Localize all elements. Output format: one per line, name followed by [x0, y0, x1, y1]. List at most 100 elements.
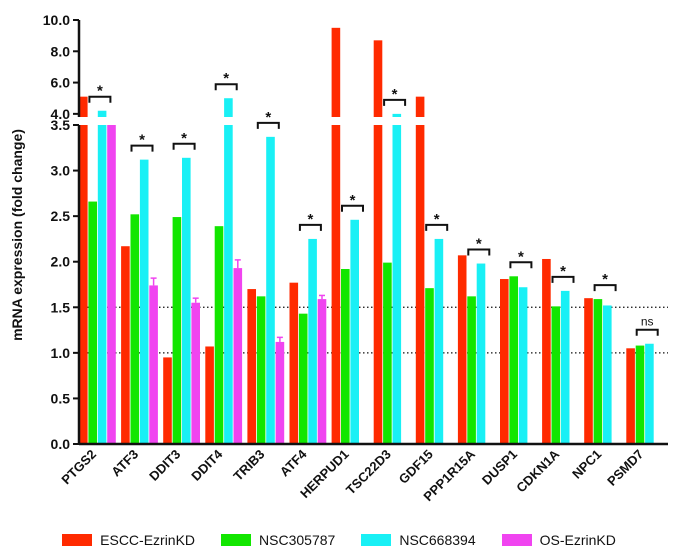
bar-upper-segment — [97, 110, 107, 117]
bar-upper-segment — [79, 96, 88, 117]
y-tick-label: 2.5 — [51, 208, 71, 224]
x-tick-label: PTGS2 — [58, 447, 99, 488]
y-axis: 0.0 0.5 1.0 1.5 2.0 2.5 3.0 3.54.0 6.0 8.0 10.0 — [43, 12, 668, 452]
significance-label: * — [97, 83, 103, 100]
bar — [373, 125, 383, 444]
bar — [233, 268, 243, 444]
bar — [434, 238, 444, 444]
y-tick-label: 2.0 — [51, 254, 71, 270]
bar-upper-segment — [415, 96, 425, 117]
significance-bracket — [341, 204, 364, 212]
x-axis-labels: PTGS2 ATF3 DDIT3 DDIT4 TRIB3 ATF4HERPUD1TSC22… — [58, 446, 646, 504]
y-tick-label: 0.0 — [51, 436, 71, 452]
bar — [214, 226, 224, 444]
bar — [130, 214, 140, 444]
significance-label: * — [560, 263, 566, 280]
legend-label: NSC305787 — [259, 532, 336, 548]
bar — [350, 219, 359, 444]
bar-upper-segment — [373, 40, 383, 117]
y-tick-label: 1.0 — [51, 345, 71, 361]
bar — [298, 313, 308, 444]
x-tick-label: NPC1 — [569, 447, 604, 482]
legend-item: ESCC-EzrinKD — [62, 532, 195, 548]
bar — [476, 263, 486, 444]
significance-label: * — [602, 271, 608, 288]
x-tick-label: DDIT3 — [146, 447, 183, 484]
significance-label: * — [265, 109, 271, 126]
bar — [542, 258, 551, 444]
significance-label: * — [350, 192, 356, 209]
significance-bracket — [88, 95, 112, 103]
x-tick-label: PSMD7 — [604, 447, 646, 489]
significance-bracket — [593, 284, 617, 292]
bar — [97, 125, 107, 444]
legend-item: NSC305787 — [221, 532, 335, 548]
bar — [331, 125, 341, 444]
significance-bracket — [130, 144, 154, 152]
bar — [256, 296, 266, 444]
significance-marks: * * * * * * * * * * * * * ns — [88, 70, 659, 336]
significance-label: * — [392, 86, 398, 103]
y-tick-label: 3.5 — [51, 117, 71, 133]
significance-bracket — [172, 142, 196, 150]
significance-label: * — [518, 248, 524, 265]
significance-label: ns — [641, 315, 654, 329]
significance-bracket — [214, 83, 238, 91]
bar — [88, 201, 97, 444]
y-tick-label: 10.0 — [43, 12, 70, 28]
legend-swatch-0 — [62, 534, 93, 546]
significance-bracket — [298, 223, 322, 231]
legend-item: NSC668394 — [361, 532, 476, 548]
bar-upper-segment — [331, 27, 341, 118]
legend-label: NSC668394 — [399, 532, 476, 548]
bar — [79, 125, 88, 444]
significance-label: * — [476, 236, 482, 253]
bar — [275, 341, 285, 444]
bar — [205, 346, 214, 444]
reference-lines — [79, 306, 668, 354]
bar — [247, 289, 256, 444]
bar — [551, 306, 561, 444]
bar — [645, 343, 654, 444]
bars — [79, 27, 654, 445]
bar — [467, 296, 476, 444]
significance-label: * — [181, 130, 187, 147]
bar — [593, 299, 603, 444]
legend-label: ESCC-EzrinKD — [100, 532, 196, 548]
x-tick-label: ATF3 — [108, 447, 141, 480]
y-axis-title: mRNA expression (fold change) — [9, 129, 25, 341]
y-tick-label: 6.0 — [51, 75, 71, 91]
legend-swatch-2 — [361, 534, 392, 546]
bar — [635, 345, 645, 444]
significance-bracket — [256, 121, 280, 129]
x-tick-label: TRIB3 — [230, 447, 267, 484]
legend: ESCC-EzrinKD NSC305787 NSC668394 OS-Ezri… — [0, 527, 678, 553]
bar — [317, 299, 327, 444]
bar — [182, 157, 191, 444]
bar — [603, 305, 612, 444]
legend-item: OS-EzrinKD — [501, 532, 616, 548]
bar — [266, 136, 275, 444]
x-tick-label: ATF4 — [277, 446, 310, 479]
bar — [626, 348, 635, 444]
bar — [224, 125, 233, 444]
significance-label: * — [223, 70, 229, 87]
legend-swatch-1 — [221, 534, 252, 546]
bar — [308, 238, 317, 444]
bar — [383, 262, 392, 444]
x-tick-label: DDIT4 — [188, 446, 226, 484]
legend-label: OS-EzrinKD — [539, 532, 616, 548]
bar — [191, 302, 200, 444]
significance-label: * — [434, 211, 440, 228]
bar — [560, 290, 570, 444]
y-tick-label: 3.0 — [51, 163, 71, 179]
bar — [509, 276, 518, 444]
bar — [172, 217, 182, 444]
bar-upper-segment — [392, 113, 402, 117]
x-tick-label: GDF15 — [396, 447, 436, 487]
bar — [518, 287, 528, 444]
bar — [149, 285, 158, 444]
significance-bracket — [551, 275, 575, 283]
legend-swatch-3 — [501, 534, 532, 546]
bar-chart: 0.0 0.5 1.0 1.5 2.0 2.5 3.0 3.54.0 6.0 8.0 10.0 PT… — [9, 12, 668, 504]
